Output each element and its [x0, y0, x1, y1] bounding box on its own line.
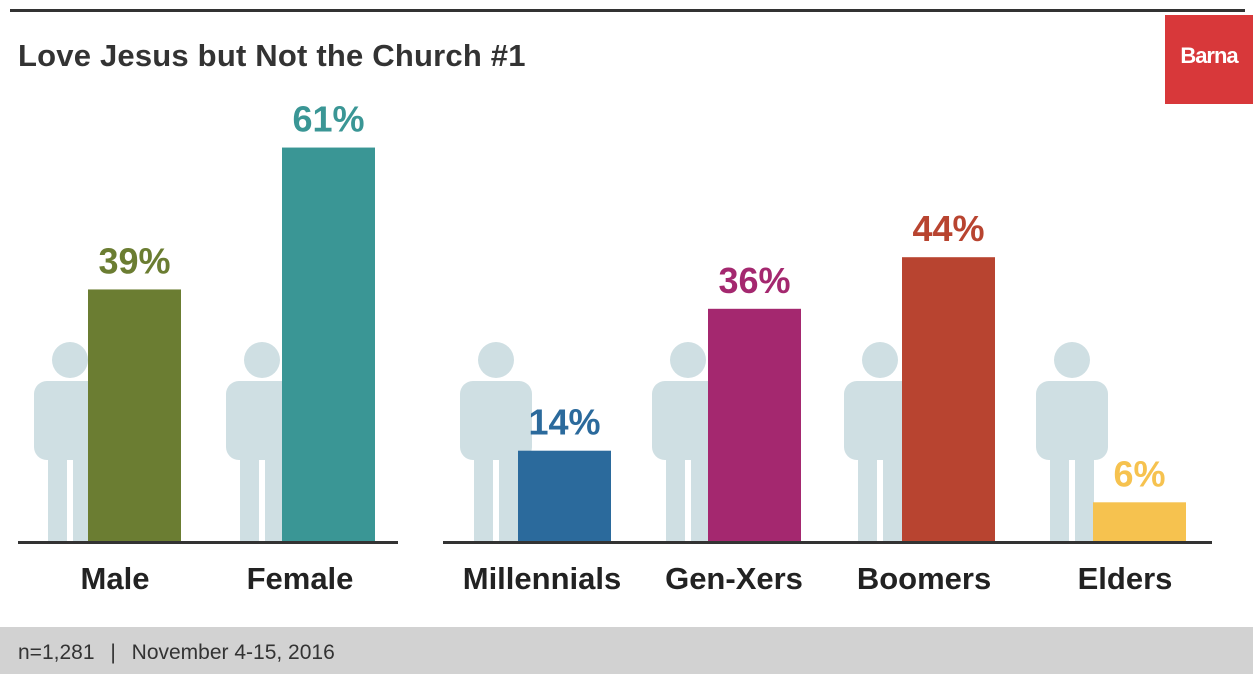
bar-female: [282, 147, 375, 542]
person-right-leg: [499, 455, 518, 541]
bar-male: [88, 289, 181, 541]
person-torso: [844, 381, 916, 460]
barna-logo: Barna: [1165, 15, 1253, 104]
footer-bar: n=1,281 | November 4-15, 2016: [0, 627, 1253, 674]
chart-title: Love Jesus but Not the Church #1: [18, 38, 526, 73]
person-icon: [1036, 342, 1108, 541]
person-left-leg: [1050, 455, 1069, 541]
person-left-leg: [666, 455, 685, 541]
bar-elders: [1093, 502, 1186, 541]
category-label-gen-xers: Gen-Xers: [665, 561, 803, 596]
data-label-boomers: 44%: [912, 208, 984, 249]
person-icon: [460, 342, 532, 541]
sample-size: n=1,281: [18, 641, 95, 664]
data-label-gen-xers: 36%: [718, 260, 790, 301]
category-label-elders: Elders: [1078, 561, 1173, 596]
person-icon: [844, 342, 916, 541]
bar-chart: 39% Male 61% Female 14% Millennials 36% Gen-Xer…: [18, 99, 1212, 596]
person-head: [862, 342, 898, 378]
logo-text: Barna: [1180, 43, 1238, 68]
data-label-millennials: 14%: [528, 402, 600, 443]
person-head: [478, 342, 514, 378]
person-head: [52, 342, 88, 378]
person-right-leg: [73, 455, 92, 541]
person-right-leg: [883, 455, 902, 541]
footer-separator: |: [110, 641, 116, 664]
person-left-leg: [240, 455, 259, 541]
person-left-leg: [858, 455, 877, 541]
top-rule: [10, 9, 1245, 12]
person-left-leg: [48, 455, 67, 541]
category-label-millennials: Millennials: [463, 561, 621, 596]
data-label-female: 61%: [292, 99, 364, 140]
bar-millennials: [518, 450, 611, 541]
person-torso: [460, 381, 532, 460]
person-head: [670, 342, 706, 378]
person-icon: [226, 342, 298, 541]
survey-dates: November 4-15, 2016: [131, 641, 335, 664]
person-head: [1054, 342, 1090, 378]
category-label-female: Female: [247, 561, 354, 596]
person-right-leg: [691, 455, 710, 541]
bar-boomers: [902, 257, 995, 541]
person-left-leg: [474, 455, 493, 541]
person-torso: [226, 381, 298, 460]
person-head: [244, 342, 280, 378]
bar-gen-xers: [708, 308, 801, 541]
person-torso: [1036, 381, 1108, 460]
category-label-boomers: Boomers: [857, 561, 991, 596]
data-label-elders: 6%: [1113, 453, 1165, 494]
data-label-male: 39%: [98, 240, 170, 281]
footer-text: n=1,281 | November 4-15, 2016: [18, 641, 335, 665]
category-label-male: Male: [81, 561, 150, 596]
person-icon: [652, 342, 724, 541]
person-right-leg: [1075, 455, 1094, 541]
person-right-leg: [265, 455, 284, 541]
person-torso: [652, 381, 724, 460]
